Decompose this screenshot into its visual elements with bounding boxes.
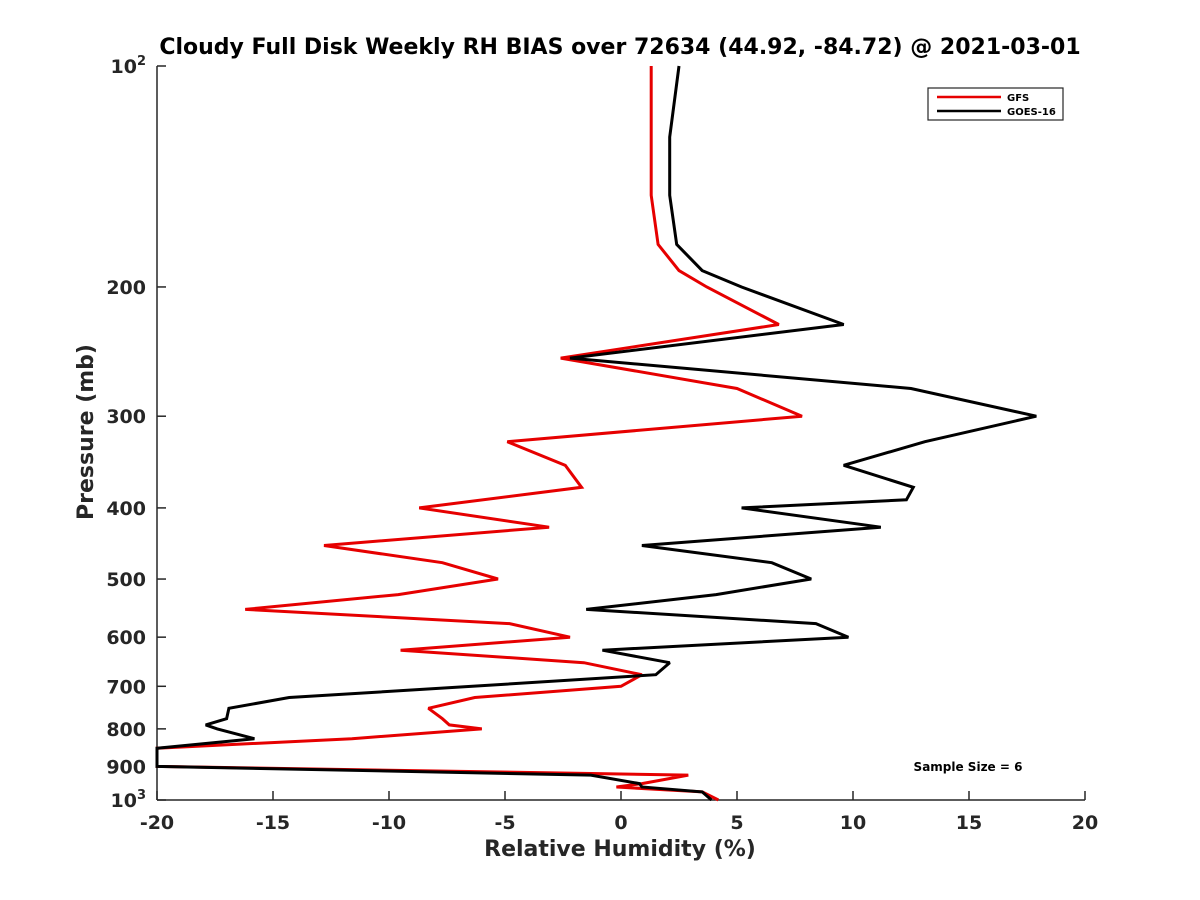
axes: -20 -15 -10 -5 0 5 10 15 20102200300400500600700… bbox=[106, 54, 1098, 834]
y-tick-label: 103 bbox=[111, 788, 147, 812]
series-layer bbox=[155, 65, 1037, 802]
chart-title: Cloudy Full Disk Weekly RH BIAS over 726… bbox=[159, 35, 1080, 60]
x-tick-label: -5 bbox=[494, 812, 515, 834]
y-tick-label: 500 bbox=[106, 569, 146, 591]
legend: GFS GOES-16 bbox=[927, 87, 1064, 121]
y-tick-label: 700 bbox=[106, 676, 146, 698]
y-tick-base: 10 bbox=[111, 790, 137, 812]
y-tick-exponent: 3 bbox=[137, 788, 146, 803]
legend-label: GFS bbox=[1007, 93, 1029, 104]
x-tick-label: -10 bbox=[372, 812, 406, 834]
y-tick-label: 800 bbox=[106, 719, 146, 741]
y-axis-label: Pressure (mb) bbox=[74, 344, 99, 520]
series-line-goes-16 bbox=[155, 65, 1037, 802]
legend-label: GOES-16 bbox=[1007, 107, 1056, 118]
x-tick-label: 10 bbox=[840, 812, 866, 834]
x-axis-label: Relative Humidity (%) bbox=[484, 837, 756, 862]
x-tick-label: 5 bbox=[730, 812, 743, 834]
y-tick-label: 400 bbox=[106, 498, 146, 520]
y-tick-base: 10 bbox=[111, 56, 137, 78]
series-line-gfs bbox=[155, 66, 803, 802]
y-tick-label: 600 bbox=[106, 627, 146, 649]
x-tick-label: 20 bbox=[1072, 812, 1098, 834]
y-tick-label: 300 bbox=[106, 406, 146, 428]
y-tick-label: 900 bbox=[106, 756, 146, 778]
x-tick-label: 0 bbox=[614, 812, 627, 834]
x-tick-label: -20 bbox=[140, 812, 174, 834]
y-tick-label: 200 bbox=[106, 277, 146, 299]
legend-box bbox=[927, 87, 1064, 121]
sample-size-annotation: Sample Size = 6 bbox=[914, 760, 1023, 774]
y-tick-label: 102 bbox=[111, 54, 147, 78]
x-tick-label: 15 bbox=[956, 812, 982, 834]
y-tick-exponent: 2 bbox=[137, 54, 146, 69]
x-tick-label: -15 bbox=[256, 812, 290, 834]
